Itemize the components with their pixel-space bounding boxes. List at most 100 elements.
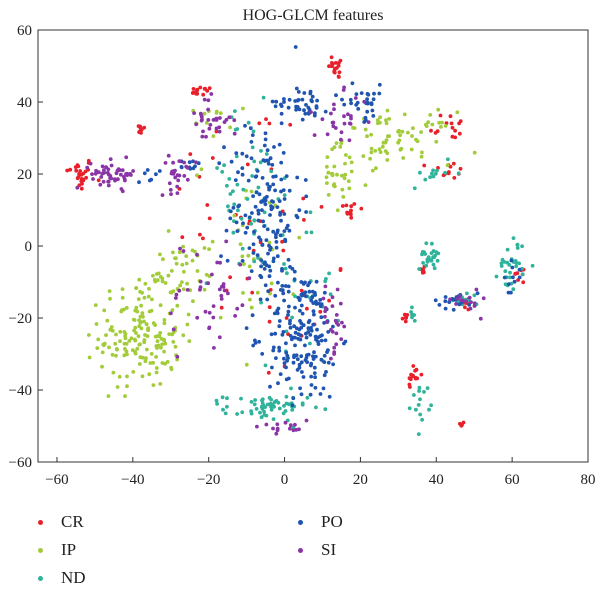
data-point-nd	[260, 397, 265, 402]
data-point-si	[211, 315, 216, 320]
data-point-si	[472, 304, 477, 308]
data-point-ip	[326, 193, 331, 197]
data-point-ip	[378, 150, 383, 155]
data-point-nd	[290, 408, 295, 412]
data-point-cr	[191, 90, 195, 95]
data-point-po	[277, 142, 282, 147]
data-point-po	[311, 301, 316, 305]
data-point-po	[365, 109, 370, 114]
data-point-ip	[134, 331, 138, 335]
data-point-po	[443, 306, 448, 311]
data-point-po	[313, 385, 318, 390]
data-point-si	[104, 165, 108, 170]
data-point-ip	[325, 155, 330, 160]
data-point-ip	[384, 121, 389, 126]
data-point-po	[300, 311, 305, 316]
data-point-po	[506, 282, 511, 286]
data-point-ip	[419, 154, 424, 159]
data-point-si	[120, 189, 125, 194]
data-point-po	[322, 290, 327, 295]
data-point-nd	[435, 258, 440, 263]
data-point-nd	[305, 395, 310, 400]
data-point-nd	[418, 412, 423, 417]
data-point-nd	[412, 318, 417, 323]
data-point-si	[181, 249, 186, 253]
data-point-cr	[250, 290, 255, 295]
data-point-po	[256, 211, 261, 216]
data-point-po	[304, 294, 308, 299]
y-axis: −60 −40 −20 0 20 40 60	[9, 23, 43, 471]
data-point-po	[365, 97, 369, 101]
data-point-ip	[151, 321, 156, 326]
data-point-po	[268, 156, 273, 161]
data-point-si	[163, 161, 168, 165]
chart-title: HOG-GLCM features	[243, 7, 384, 24]
data-point-nd	[505, 247, 510, 252]
series-ip	[87, 106, 477, 398]
data-point-po	[310, 94, 315, 99]
data-point-nd	[416, 432, 421, 436]
data-point-si	[454, 302, 458, 306]
data-point-ip	[155, 272, 159, 276]
data-point-si	[324, 320, 329, 324]
data-point-po	[294, 104, 298, 109]
data-point-cr	[83, 169, 88, 174]
data-point-po	[268, 268, 273, 273]
data-point-si	[219, 293, 224, 298]
data-point-si	[227, 115, 232, 120]
data-point-nd	[271, 417, 276, 421]
data-point-po	[294, 326, 299, 331]
data-point-po	[270, 199, 274, 204]
data-point-po	[295, 98, 300, 103]
data-point-po	[371, 114, 376, 118]
data-point-nd	[412, 393, 416, 397]
data-point-po	[342, 102, 347, 107]
data-point-po	[312, 371, 317, 375]
data-point-po	[296, 332, 301, 337]
data-point-si	[195, 315, 200, 320]
data-point-po	[257, 192, 262, 197]
data-point-si	[226, 291, 230, 296]
data-point-po	[297, 362, 302, 367]
x-tick-label: −60	[45, 472, 68, 488]
data-point-ip	[144, 322, 149, 327]
data-point-si	[195, 252, 199, 257]
data-point-nd	[424, 241, 429, 246]
data-point-ip	[415, 139, 420, 144]
data-point-nd	[435, 168, 439, 173]
data-point-nd	[274, 399, 279, 403]
series-cr	[65, 55, 526, 428]
data-point-nd	[410, 315, 414, 320]
data-point-po	[250, 133, 255, 138]
data-point-si	[91, 177, 95, 181]
data-point-ip	[133, 338, 138, 343]
data-point-ip	[184, 261, 189, 266]
data-point-ip	[190, 248, 195, 253]
data-point-po	[256, 208, 261, 213]
data-point-nd	[240, 246, 245, 251]
data-point-nd	[233, 109, 237, 113]
data-point-nd	[262, 409, 266, 414]
data-point-ip	[241, 106, 245, 111]
data-point-si	[208, 123, 213, 127]
data-point-ip	[428, 113, 433, 117]
data-point-si	[169, 192, 173, 197]
data-point-cr	[266, 370, 271, 375]
x-tick-label: 80	[581, 472, 596, 488]
data-point-nd	[514, 264, 518, 269]
data-point-ip	[149, 308, 154, 313]
data-point-ip	[137, 318, 142, 323]
data-point-po	[284, 226, 289, 231]
data-point-cr	[207, 86, 212, 90]
data-point-cr	[210, 156, 215, 160]
data-point-cr	[138, 124, 143, 129]
data-point-cr	[429, 128, 433, 133]
data-point-ip	[118, 339, 122, 343]
data-point-si	[174, 296, 178, 300]
data-point-po	[263, 202, 268, 207]
data-point-si	[478, 316, 483, 321]
data-point-po	[269, 332, 274, 337]
data-point-nd	[431, 174, 436, 179]
data-point-cr	[86, 158, 91, 163]
data-point-si	[366, 120, 371, 124]
